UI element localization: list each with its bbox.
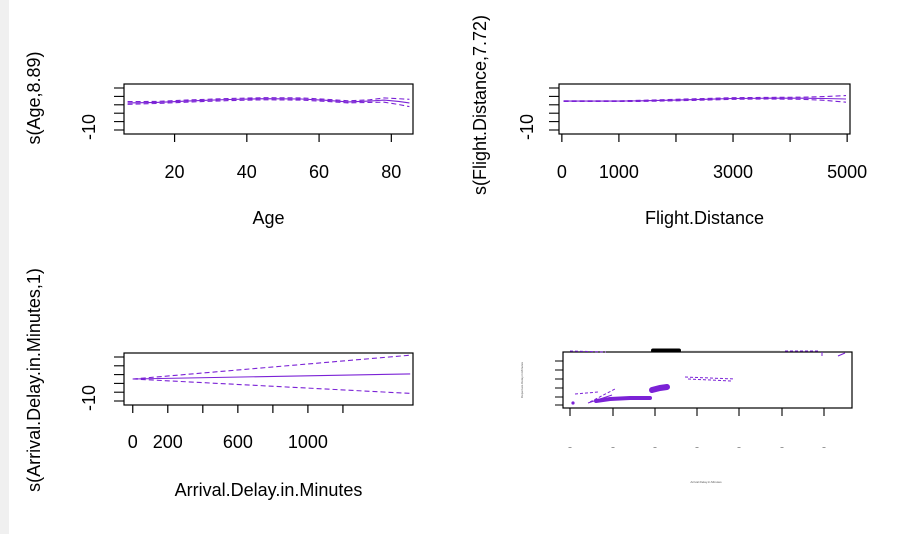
x-axis-title: Flight.Distance (645, 208, 764, 228)
y-tick-label: -10 (79, 114, 99, 140)
point (571, 401, 575, 405)
x-tick-label-mark (780, 447, 784, 448)
x-tick-label-mark (611, 447, 615, 448)
x-tick-label: 60 (309, 162, 329, 182)
plot-frame (558, 83, 851, 135)
y-axis-title: s(Arrival.Delay.in.Minutes,1) (24, 268, 44, 492)
x-tick-label-mark (737, 447, 741, 448)
y-axis-title: s(Flight.Distance,7.72) (470, 15, 490, 195)
x-tick-label: 1000 (288, 432, 328, 452)
y-tick-label: -10 (79, 385, 99, 411)
series-lower-line (127, 99, 410, 108)
x-axis-title: Arrival.Delay.in.Minutes (175, 480, 363, 500)
point-cluster (649, 384, 670, 393)
x-tick-label: 600 (223, 432, 253, 452)
series-lower-line (563, 98, 847, 103)
series-lower-line (132, 378, 411, 394)
series-upper-line (132, 354, 411, 380)
x-tick-label: 1000 (599, 162, 639, 182)
x-axis-title: Age (252, 208, 284, 228)
x-tick-label-mark (568, 447, 572, 448)
x-tick-label-mark (822, 447, 826, 448)
point-cluster (684, 376, 736, 380)
series-upper-line (563, 95, 847, 102)
panel-age: 20 40 60 80 -10 Age s(Age,8.89) (24, 51, 414, 228)
y-axis-title: s(Age,8.89) (24, 51, 44, 144)
window-left-strip (0, 0, 9, 534)
series-upper-line (127, 97, 410, 103)
point-cluster (574, 391, 599, 395)
x-tick-label: 5000 (827, 162, 867, 182)
point-cluster (569, 350, 607, 353)
series-fit-line (132, 373, 411, 380)
y-axis-title: Departure.Delay.in.Minutes (520, 361, 524, 398)
x-tick-label: 80 (381, 162, 401, 182)
x-axis-title: Arrival.Delay.in.Minutes (690, 480, 722, 484)
overplot-bar (651, 348, 681, 353)
series-fit-line (563, 97, 847, 102)
x-tick-label: 20 (165, 162, 185, 182)
x-tick-label: 3000 (713, 162, 753, 182)
plot-frame (123, 352, 414, 406)
x-tick-label: 0 (557, 162, 567, 182)
panel-departure: Arrival.Delay.in.Minutes Departure.Delay.… (520, 348, 853, 484)
point-cluster (837, 352, 846, 357)
point-cluster (594, 396, 652, 403)
y-tick-label: -10 (517, 114, 537, 140)
x-tick-label: 200 (153, 432, 183, 452)
x-tick-label: 40 (237, 162, 257, 182)
x-tick-label: 0 (128, 432, 138, 452)
panel-flight: 0 1000 3000 5000 -10 Flight.Distance s(Flight.… (470, 15, 867, 228)
x-tick-label-mark (653, 447, 657, 448)
point-cluster (687, 378, 733, 382)
plot-frame (562, 351, 853, 409)
series-fit-line (127, 98, 410, 104)
plot-frame (123, 83, 414, 135)
panel-arrival: 0 200 600 1000 -10 Arrival.Delay.in.Minutes s(… (24, 268, 414, 500)
x-tick-label-mark (695, 447, 699, 448)
